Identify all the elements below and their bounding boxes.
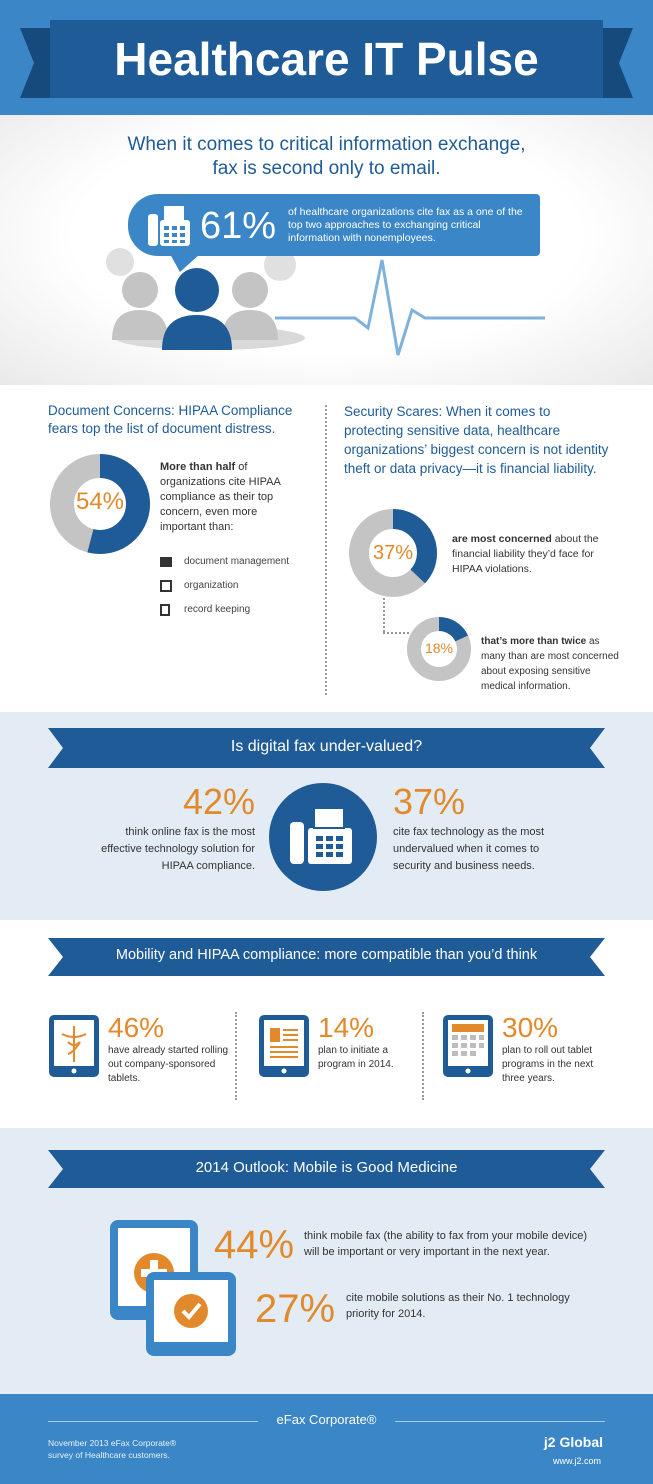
- intro-headline-2: fax is second only to email.: [212, 158, 441, 179]
- header-ribbon-ends: [20, 28, 633, 98]
- calendar-tablet-icon: [443, 1015, 493, 1077]
- outlook-text-1: think mobile fax (the ability to fax fro…: [304, 1230, 588, 1258]
- mobility-text-3: plan to roll out tablet programs in the …: [502, 1045, 594, 1084]
- list-item: record keeping: [160, 598, 310, 622]
- digital-fax-left-stat: 42%: [182, 781, 255, 822]
- outlook-ribbon: [48, 1150, 605, 1188]
- footer: [0, 1394, 653, 1484]
- footer-note-1: November 2013 eFax Corporate®: [48, 1438, 177, 1448]
- mobility-title: Mobility and HIPAA compliance: more comp…: [115, 947, 538, 963]
- concern-list: document management organization record …: [160, 550, 310, 622]
- footer-brand: eFax Corporate®: [276, 1412, 377, 1427]
- donut-37: [349, 509, 437, 597]
- caduceus-tablet-icon: [49, 1015, 99, 1077]
- record-icon: [160, 604, 170, 616]
- donut-37-label: 37%: [372, 542, 414, 564]
- outlook-stat-1: 44%: [214, 1223, 295, 1267]
- footer-line-left: [48, 1421, 258, 1422]
- digital-fax-ribbon: [48, 728, 605, 768]
- intro-stat: 61%: [200, 205, 277, 247]
- mobility-stat-2: 14%: [318, 1012, 375, 1043]
- digital-fax-left-text: think online fax is the most effective t…: [101, 826, 255, 872]
- fax-icon: [148, 206, 190, 246]
- mobility-stat-3: 30%: [502, 1012, 559, 1043]
- divider: [235, 1012, 237, 1100]
- donut-18: [407, 617, 471, 681]
- mobile-devices-icon: [110, 1220, 236, 1356]
- list-item: document management: [160, 550, 310, 574]
- mobility-ribbon: [48, 938, 605, 976]
- outlook-text-2: cite mobile solutions as their No. 1 tec…: [346, 1292, 570, 1320]
- list-item: organization: [160, 574, 310, 598]
- security-stat2-text: that’s more than twice as many than are …: [481, 636, 619, 692]
- stat-bubble: [128, 194, 540, 256]
- document-concerns-text-bold: More than half: [160, 461, 236, 473]
- intro-stat-text: of healthcare organizations cite fax as …: [288, 206, 523, 244]
- donut-54: [50, 454, 150, 554]
- mobility-text-2: plan to initiate a program in 2014.: [318, 1045, 394, 1070]
- outlook-title: 2014 Outlook: Mobile is Good Medicine: [195, 1159, 458, 1176]
- donut-18-label: 18%: [424, 640, 454, 656]
- people-icon: [112, 272, 278, 340]
- organization-icon: [160, 580, 172, 592]
- digital-fax-right-text: cite fax technology as the most underval…: [393, 826, 545, 872]
- fax-machine-icon: [269, 783, 377, 891]
- footer-url[interactable]: www.j2.com: [552, 1456, 601, 1466]
- header-ribbon: [50, 20, 603, 98]
- security-stat1-text: are most concerned about the financial l…: [452, 533, 599, 575]
- bubble-tail: [170, 254, 200, 272]
- intro-illustration: [106, 248, 545, 356]
- mobility-stat-1: 46%: [108, 1012, 165, 1043]
- digital-fax-title: Is digital fax under-valued?: [230, 738, 423, 755]
- document-concerns-title: Document Concerns: HIPAA Compliance fear…: [48, 403, 293, 436]
- digital-fax-right-stat: 37%: [393, 781, 466, 822]
- intro-headline-1: When it comes to critical information ex…: [127, 134, 526, 155]
- connector-line: [383, 598, 385, 632]
- divider: [422, 1012, 424, 1100]
- footer-note-2: survey of Healthcare customers.: [48, 1450, 170, 1460]
- document-concerns-text: More than half of organizations cite HIP…: [160, 460, 300, 535]
- page-title: Healthcare IT Pulse: [114, 33, 539, 85]
- mobility-text-1: have already started rolling out company…: [108, 1045, 229, 1084]
- security-scares-title: Security Scares: When it comes to protec…: [344, 404, 609, 476]
- document-concerns-text-rest: of organizations cite HIPAA compliance a…: [160, 461, 281, 533]
- donut-54-label: 54%: [75, 488, 125, 515]
- folder-icon: [160, 557, 172, 567]
- j2-global-logo: j2 Global: [543, 1434, 603, 1450]
- footer-line-right: [395, 1421, 605, 1422]
- section-divider: [325, 405, 327, 695]
- document-tablet-icon: [259, 1015, 309, 1077]
- outlook-stat-2: 27%: [255, 1287, 336, 1331]
- connector-line: [383, 632, 409, 634]
